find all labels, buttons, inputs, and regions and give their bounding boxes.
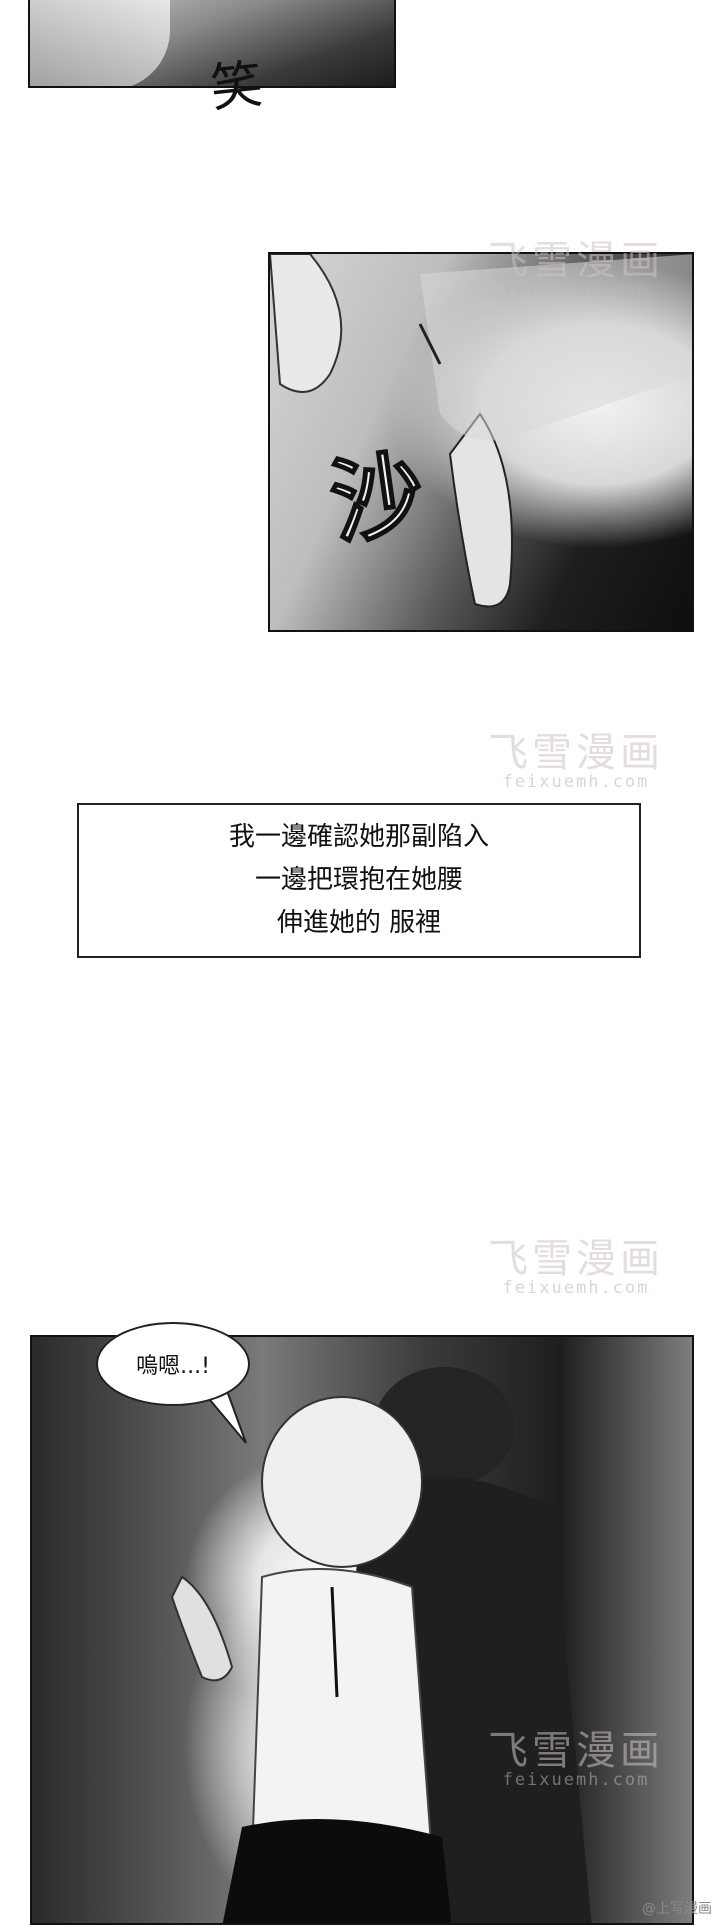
watermark-title: 飞雪漫画	[488, 1728, 664, 1774]
hair-shape	[30, 0, 170, 86]
watermark-url: feixuemh.com	[502, 772, 650, 792]
bubble-tail	[198, 1388, 247, 1444]
narration-box: 我一邊確認她那副陷入 一邊把環抱在她腰 伸進她的 服裡	[77, 803, 641, 958]
panel-hand: 沙	[268, 252, 694, 632]
narration-line: 一邊把環抱在她腰	[254, 865, 463, 895]
watermark-url: feixuemh.com	[502, 1770, 650, 1790]
narration-line: 我一邊確認她那副陷入	[228, 822, 489, 852]
watermark: 飞雪漫画 feixuemh.com	[456, 672, 696, 822]
watermark-url: feixuemh.com	[502, 280, 650, 300]
watermark: 飞雪漫画 feixuemh.com	[456, 1670, 696, 1820]
hand-illustration	[270, 254, 692, 608]
speech-bubble: 嗚嗯...!	[96, 1322, 250, 1406]
figures-illustration	[170, 1367, 592, 1923]
watermark: 飞雪漫画 feixuemh.com	[456, 180, 696, 330]
watermark-title: 飞雪漫画	[488, 238, 664, 284]
panel-top	[28, 0, 396, 88]
sfx-laugh: 笑	[207, 54, 266, 120]
watermark: 飞雪漫画 feixuemh.com	[456, 1178, 696, 1328]
watermark-title: 飞雪漫画	[488, 730, 664, 776]
watermark-url: feixuemh.com	[502, 1278, 650, 1298]
credit-text: @上写漫画	[642, 1901, 712, 1917]
speech-text: 嗚嗯...!	[136, 1354, 210, 1379]
watermark-title: 飞雪漫画	[488, 1236, 664, 1282]
panel-scene	[30, 1335, 694, 1925]
narration-line: 伸進她的 服裡	[276, 908, 442, 938]
sfx-rustle: 沙	[323, 437, 431, 559]
